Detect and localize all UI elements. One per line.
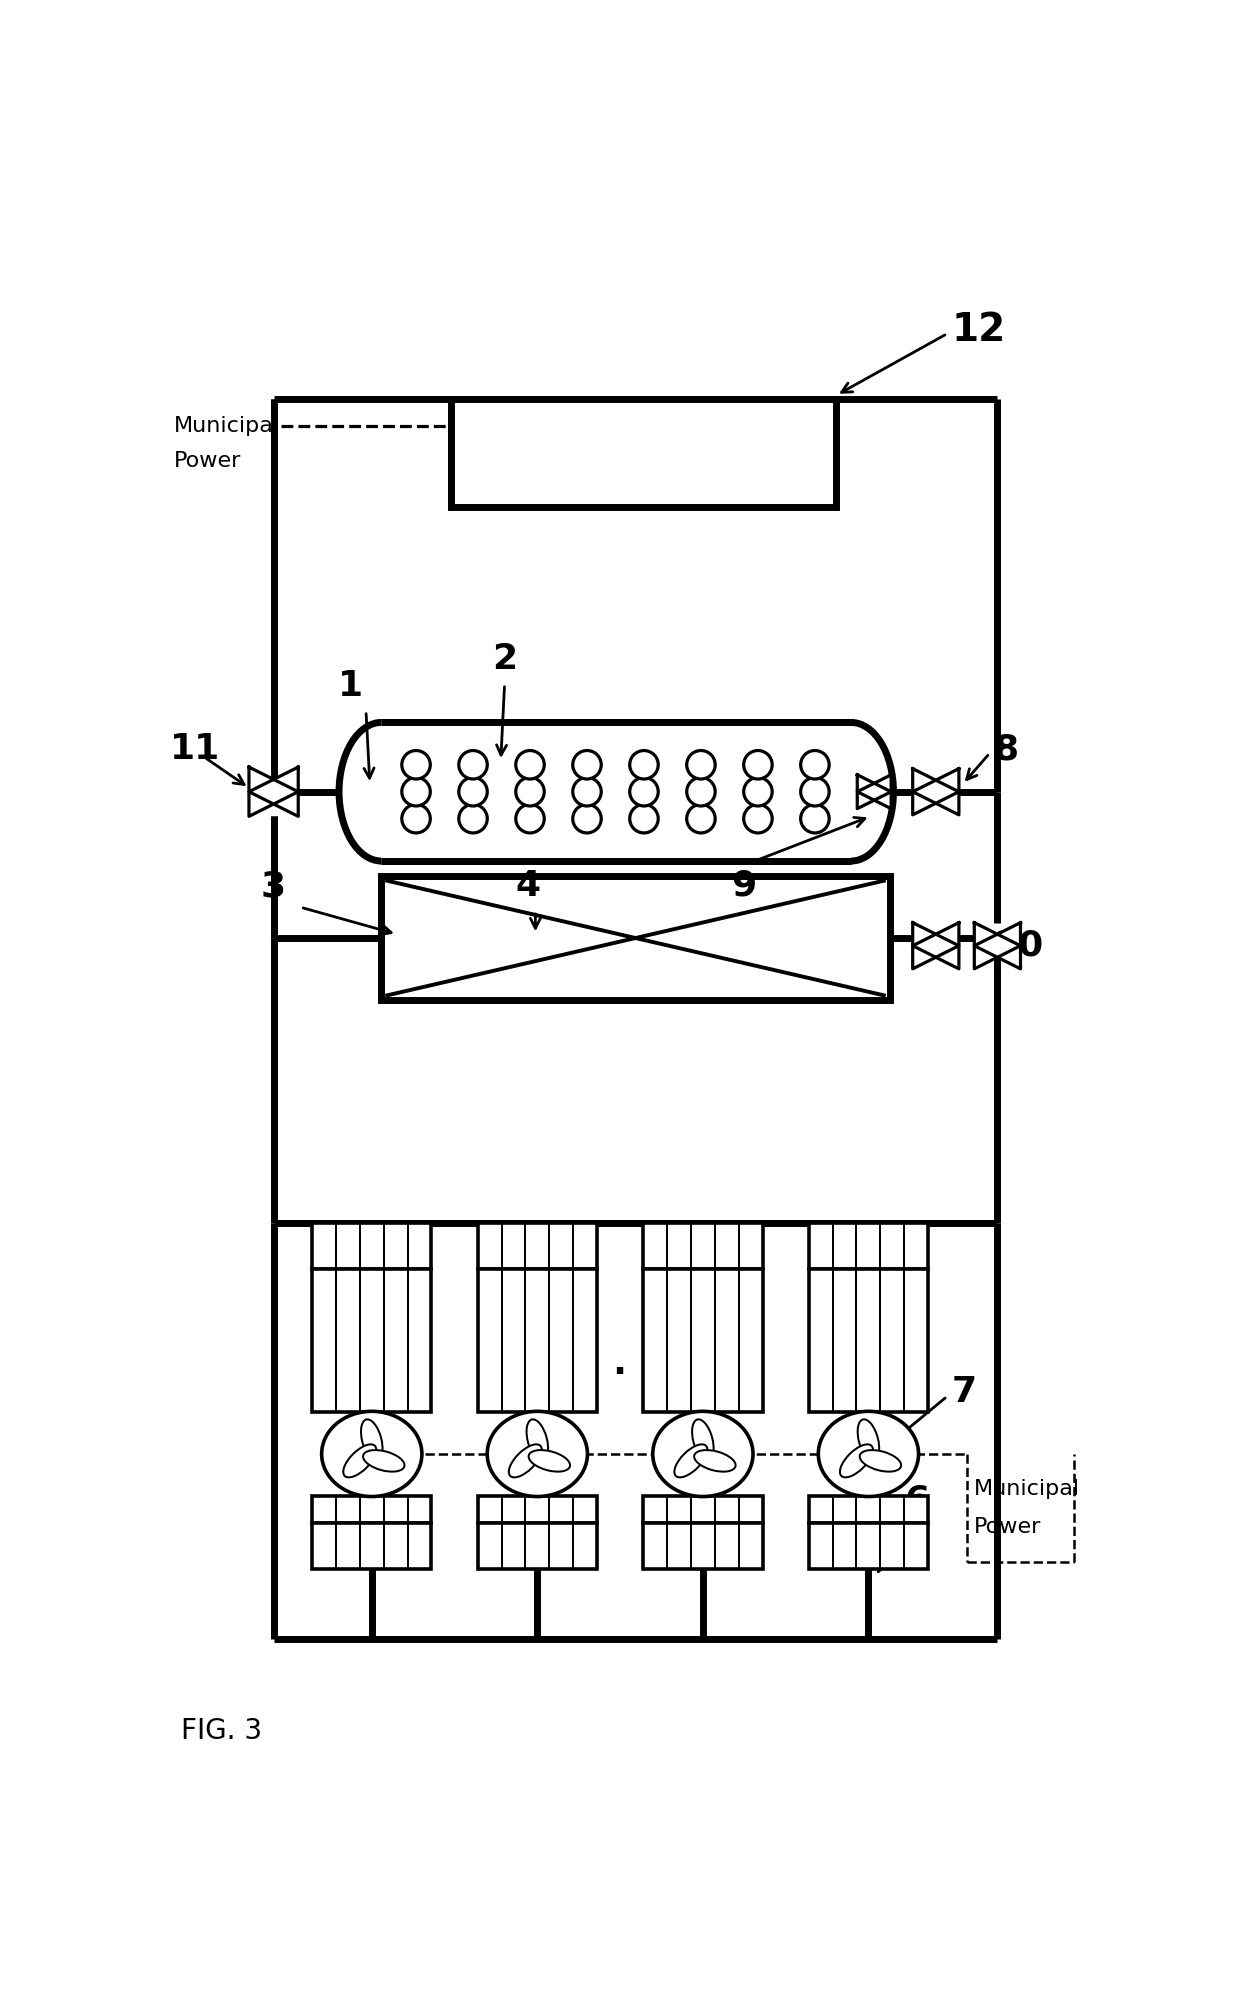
Circle shape bbox=[687, 805, 715, 833]
Circle shape bbox=[744, 805, 773, 833]
Bar bbox=[808, 1222, 928, 1270]
Text: FIG. 3: FIG. 3 bbox=[181, 1717, 263, 1745]
Circle shape bbox=[687, 777, 715, 807]
Text: Power: Power bbox=[174, 451, 241, 471]
Ellipse shape bbox=[858, 1420, 879, 1460]
Bar bbox=[477, 1524, 596, 1570]
Bar bbox=[312, 1524, 432, 1570]
Circle shape bbox=[459, 805, 487, 833]
Ellipse shape bbox=[652, 1412, 753, 1496]
Polygon shape bbox=[249, 767, 299, 817]
Bar bbox=[808, 1270, 928, 1412]
Circle shape bbox=[744, 751, 773, 779]
Circle shape bbox=[573, 805, 601, 833]
Text: 6: 6 bbox=[905, 1484, 930, 1518]
Polygon shape bbox=[975, 923, 1021, 969]
Ellipse shape bbox=[363, 1450, 404, 1472]
Circle shape bbox=[516, 751, 544, 779]
Bar bbox=[644, 1496, 763, 1524]
Text: Municipal: Municipal bbox=[975, 1478, 1080, 1498]
Circle shape bbox=[402, 777, 430, 807]
Ellipse shape bbox=[508, 1444, 542, 1478]
Text: 10: 10 bbox=[993, 929, 1044, 963]
Bar bbox=[644, 1270, 763, 1412]
Circle shape bbox=[516, 777, 544, 807]
Text: 7: 7 bbox=[951, 1376, 976, 1410]
Ellipse shape bbox=[839, 1444, 873, 1478]
Text: 3: 3 bbox=[262, 869, 286, 903]
Circle shape bbox=[573, 751, 601, 779]
Text: 9: 9 bbox=[730, 869, 756, 903]
Circle shape bbox=[459, 751, 487, 779]
Polygon shape bbox=[975, 923, 1021, 969]
Bar bbox=[477, 1270, 596, 1412]
Circle shape bbox=[801, 805, 830, 833]
Text: 12: 12 bbox=[951, 312, 1006, 349]
Circle shape bbox=[630, 751, 658, 779]
Circle shape bbox=[630, 805, 658, 833]
Circle shape bbox=[459, 777, 487, 807]
Ellipse shape bbox=[487, 1412, 588, 1496]
Ellipse shape bbox=[818, 1412, 919, 1496]
Bar bbox=[477, 1222, 596, 1270]
Text: Municipal: Municipal bbox=[174, 415, 280, 435]
Ellipse shape bbox=[859, 1450, 901, 1472]
Bar bbox=[477, 1496, 596, 1524]
Bar bbox=[450, 399, 836, 507]
Bar bbox=[382, 723, 851, 861]
Ellipse shape bbox=[692, 1420, 714, 1460]
Ellipse shape bbox=[675, 1444, 707, 1478]
Circle shape bbox=[801, 777, 830, 807]
Text: 11: 11 bbox=[170, 733, 219, 767]
Ellipse shape bbox=[361, 1420, 383, 1460]
Polygon shape bbox=[913, 923, 959, 969]
Text: 4: 4 bbox=[515, 869, 541, 903]
Ellipse shape bbox=[694, 1450, 735, 1472]
Ellipse shape bbox=[343, 1444, 376, 1478]
Text: 2: 2 bbox=[492, 643, 517, 677]
Circle shape bbox=[744, 777, 773, 807]
Circle shape bbox=[687, 751, 715, 779]
Ellipse shape bbox=[321, 1412, 422, 1496]
Bar bbox=[382, 877, 889, 1000]
Bar bbox=[644, 1524, 763, 1570]
Circle shape bbox=[402, 805, 430, 833]
Text: Power: Power bbox=[975, 1518, 1042, 1538]
Bar bbox=[312, 1222, 432, 1270]
Bar bbox=[644, 1222, 763, 1270]
Bar bbox=[312, 1270, 432, 1412]
Circle shape bbox=[516, 805, 544, 833]
Polygon shape bbox=[913, 769, 959, 815]
Bar bbox=[808, 1524, 928, 1570]
Ellipse shape bbox=[527, 1420, 548, 1460]
Text: 8: 8 bbox=[993, 733, 1019, 767]
Bar bbox=[808, 1496, 928, 1524]
Polygon shape bbox=[857, 775, 892, 809]
Polygon shape bbox=[913, 769, 959, 815]
Polygon shape bbox=[913, 923, 959, 969]
Text: · · ·: · · · bbox=[587, 1356, 653, 1390]
Circle shape bbox=[801, 751, 830, 779]
Circle shape bbox=[402, 751, 430, 779]
Bar bbox=[312, 1496, 432, 1524]
Polygon shape bbox=[249, 767, 299, 817]
Text: 1: 1 bbox=[339, 669, 363, 703]
Ellipse shape bbox=[528, 1450, 570, 1472]
Polygon shape bbox=[857, 775, 892, 809]
Circle shape bbox=[573, 777, 601, 807]
Circle shape bbox=[630, 777, 658, 807]
